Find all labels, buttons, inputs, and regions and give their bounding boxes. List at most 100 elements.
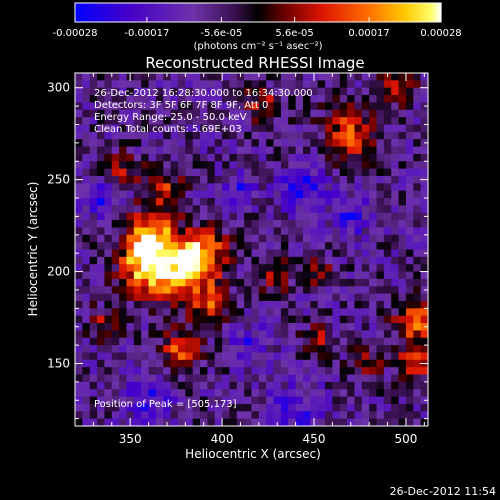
heatmap-cell: [89, 153, 98, 162]
heatmap-cell: [207, 161, 216, 169]
heatmap-cell: [111, 381, 120, 390]
heatmap-cell: [141, 117, 149, 125]
heatmap-cell: [398, 175, 407, 184]
heatmap-cell: [325, 330, 333, 339]
heatmap-cell: [97, 256, 105, 265]
heatmap-cell: [420, 117, 429, 125]
heatmap-cell: [133, 352, 142, 361]
heatmap-cell: [405, 124, 414, 133]
colorbar-gradient: [75, 3, 442, 22]
heatmap-cell: [214, 293, 223, 302]
heatmap-cell: [369, 168, 377, 177]
heatmap-cell: [317, 264, 326, 272]
heatmap-cell: [97, 168, 105, 177]
heatmap-cell: [391, 87, 399, 96]
heatmap-cell: [133, 381, 142, 390]
heatmap-cell: [405, 381, 414, 390]
heatmap-cell: [332, 183, 341, 192]
heatmap-cell: [383, 109, 392, 118]
heatmap-cell: [126, 168, 135, 177]
heatmap-cell: [207, 131, 216, 140]
heatmap-cell: [258, 153, 267, 162]
heatmap-cell: [133, 374, 142, 383]
heatmap-cell: [310, 403, 319, 412]
heatmap-cell: [222, 139, 230, 147]
heatmap-cell: [376, 102, 385, 111]
heatmap-cell: [251, 411, 260, 420]
heatmap-cell: [369, 374, 377, 383]
heatmap-cell: [317, 95, 326, 103]
heatmap-cell: [391, 73, 399, 81]
heatmap-cell: [236, 359, 245, 368]
heatmap-cell: [192, 124, 201, 133]
heatmap-cell: [214, 271, 223, 280]
heatmap-cell: [229, 337, 238, 346]
heatmap-cell: [200, 308, 208, 317]
heatmap-cell: [295, 234, 304, 243]
heatmap-cell: [222, 256, 230, 265]
heatmap-cell: [302, 80, 311, 89]
colorbar-swatch: [102, 3, 106, 22]
heatmap-cell: [332, 161, 341, 169]
heatmap-cell: [273, 359, 282, 368]
heatmap-cell: [251, 271, 260, 280]
heatmap-cell: [148, 315, 157, 324]
heatmap-cell: [155, 300, 164, 309]
colorbar-units-label: (photons cm⁻² s⁻¹ asec⁻²): [193, 41, 322, 52]
heatmap-cell: [295, 242, 304, 250]
heatmap-cell: [398, 161, 407, 169]
heatmap-cell: [236, 389, 245, 397]
heatmap-cell: [325, 190, 333, 199]
heatmap-cell: [280, 256, 289, 265]
heatmap-cell: [369, 175, 377, 184]
heatmap-cell: [288, 212, 297, 221]
heatmap-cell: [82, 381, 91, 390]
heatmap-cell: [361, 418, 370, 427]
heatmap-cell: [383, 330, 392, 339]
heatmap-cell: [295, 367, 304, 375]
heatmap-cell: [325, 95, 333, 103]
heatmap-cell: [133, 249, 142, 258]
heatmap-cell: [376, 374, 385, 383]
heatmap-cell: [185, 374, 194, 383]
heatmap-cell: [170, 374, 179, 383]
heatmap-cell: [273, 102, 282, 111]
heatmap-cells: [75, 73, 429, 427]
heatmap-cell: [229, 153, 238, 162]
heatmap-cell: [383, 352, 392, 361]
heatmap-cell: [398, 367, 407, 375]
heatmap-cell: [200, 352, 208, 361]
heatmap-cell: [192, 403, 201, 412]
heatmap-cell: [155, 87, 164, 96]
heatmap-cell: [75, 87, 83, 96]
heatmap-cell: [405, 271, 414, 280]
heatmap-cell: [185, 315, 194, 324]
heatmap-cell: [148, 242, 157, 250]
heatmap-cell: [244, 323, 252, 331]
heatmap-cell: [185, 139, 194, 147]
heatmap-cell: [155, 234, 164, 243]
heatmap-cell: [192, 323, 201, 331]
heatmap-cell: [288, 374, 297, 383]
heatmap-cell: [133, 117, 142, 125]
heatmap-cell: [288, 359, 297, 368]
heatmap-cell: [119, 367, 127, 375]
colorbar-swatch: [84, 3, 88, 22]
heatmap-cell: [229, 293, 238, 302]
heatmap-cell: [258, 212, 267, 221]
heatmap-cell: [266, 131, 274, 140]
heatmap-cell: [207, 205, 216, 214]
heatmap-cell: [82, 345, 91, 353]
heatmap-cell: [310, 227, 319, 236]
heatmap-cell: [325, 308, 333, 317]
heatmap-cell: [200, 117, 208, 125]
heatmap-cell: [376, 153, 385, 162]
heatmap-cell: [258, 131, 267, 140]
heatmap-cell: [141, 168, 149, 177]
heatmap-cell: [236, 396, 245, 405]
colorbar-swatch: [390, 3, 394, 22]
heatmap-cell: [126, 249, 135, 258]
heatmap-cell: [244, 264, 252, 272]
heatmap-cell: [280, 73, 289, 81]
heatmap-cell: [155, 205, 164, 214]
